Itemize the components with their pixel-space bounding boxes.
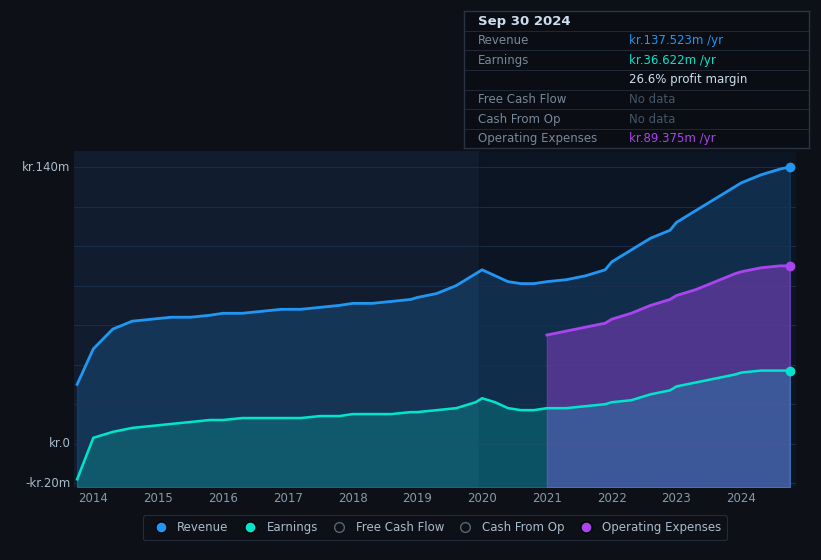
Text: kr.137.523m /yr: kr.137.523m /yr [630, 34, 723, 47]
Text: Earnings: Earnings [478, 54, 529, 67]
Text: Cash From Op: Cash From Op [478, 113, 560, 125]
Text: kr.36.622m /yr: kr.36.622m /yr [630, 54, 716, 67]
Text: Free Cash Flow: Free Cash Flow [478, 93, 566, 106]
Text: -kr.20m: -kr.20m [25, 477, 71, 490]
Text: kr.140m: kr.140m [22, 161, 71, 174]
Text: No data: No data [630, 93, 676, 106]
Text: 26.6% profit margin: 26.6% profit margin [630, 73, 748, 86]
Text: No data: No data [630, 113, 676, 125]
Text: kr.89.375m /yr: kr.89.375m /yr [630, 132, 716, 145]
Text: Revenue: Revenue [478, 34, 529, 47]
Text: Operating Expenses: Operating Expenses [478, 132, 597, 145]
Legend: Revenue, Earnings, Free Cash Flow, Cash From Op, Operating Expenses: Revenue, Earnings, Free Cash Flow, Cash … [143, 515, 727, 540]
Text: kr.0: kr.0 [48, 437, 71, 450]
Text: Sep 30 2024: Sep 30 2024 [478, 15, 571, 27]
Bar [479, 151, 800, 487]
